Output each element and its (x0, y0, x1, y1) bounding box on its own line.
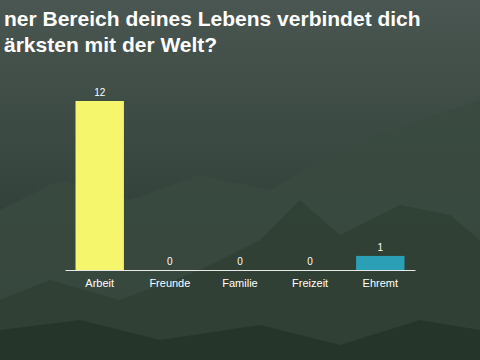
x-tick-label: Freunde (149, 277, 190, 289)
bar (76, 101, 124, 270)
x-tick: Familie (222, 270, 257, 289)
x-tick: Freunde (149, 270, 190, 289)
bar (356, 256, 404, 270)
background-hill (0, 200, 480, 360)
title: ner Bereich deines Lebens verbindet dich… (4, 7, 421, 56)
x-tick: Freizeit (292, 270, 328, 289)
x-tick-label: Familie (222, 277, 257, 289)
x-tick: Ehremt (363, 270, 398, 289)
x-tick: Arbeit (85, 270, 114, 289)
bars (76, 101, 405, 270)
data-label: 12 (94, 87, 106, 98)
data-label: 0 (237, 256, 243, 267)
chart: ner Bereich deines Lebens verbindet dich… (0, 0, 480, 360)
data-label: 0 (167, 256, 173, 267)
data-label: 0 (307, 256, 313, 267)
x-axis: Arbeit Freunde Familie Freizeit Ehremt (66, 270, 416, 289)
x-tick-label: Freizeit (292, 277, 328, 289)
background-hill (0, 320, 480, 360)
background (0, 0, 480, 360)
data-labels: 12 0 0 0 1 (94, 87, 383, 267)
x-tick-label: Arbeit (85, 277, 114, 289)
x-tick-label: Ehremt (363, 277, 398, 289)
background-hill (0, 100, 480, 360)
data-label: 1 (377, 242, 383, 253)
x-axis-line (66, 270, 416, 271)
